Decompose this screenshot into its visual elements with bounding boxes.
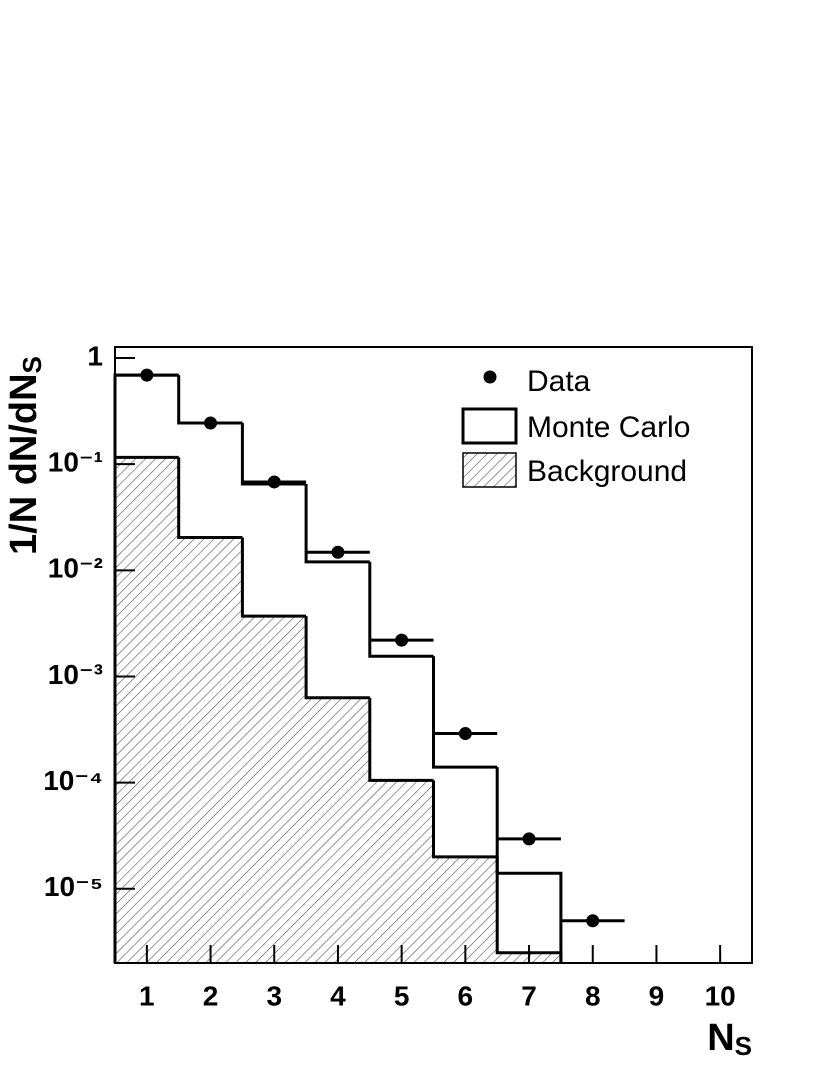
frame: [114, 346, 753, 964]
data-point: [458, 727, 472, 741]
histogram-step: [432, 656, 498, 769]
histogram-bin-fill: [115, 457, 179, 963]
histogram-step: [368, 697, 434, 782]
data-point: [586, 914, 600, 928]
x-tick-label: 6: [458, 980, 474, 1011]
legend-label: Background: [527, 455, 687, 488]
histogram-step: [177, 457, 243, 539]
x-tick-label: 2: [203, 980, 219, 1011]
x-axis-title: NS: [707, 1017, 752, 1061]
y-tick-label: 10⁻⁵: [44, 871, 103, 902]
data-point: [395, 633, 409, 647]
histogram-step: [240, 423, 307, 486]
histogram-bin-fill: [369, 780, 434, 963]
plot-area: [113, 368, 625, 963]
legend-marker: [461, 407, 518, 445]
x-tick-label: 5: [394, 980, 410, 1011]
y-tick-label: 10⁻⁴: [43, 765, 103, 796]
histogram-bin-fill: [242, 616, 307, 963]
histogram-step: [495, 767, 563, 963]
legend-label: Data: [527, 365, 591, 398]
histogram-step: [304, 616, 370, 700]
y-axis-title: 1/N dN/dNS: [3, 356, 47, 555]
x-tick-label: 8: [585, 980, 601, 1011]
data-point: [522, 832, 536, 846]
legend-marker: [483, 370, 497, 384]
data-point: [140, 368, 154, 382]
histogram-step: [177, 375, 243, 425]
legend-marker: [462, 452, 517, 488]
data-point: [204, 416, 218, 430]
histogram-step: [368, 561, 434, 658]
histogram-step: [432, 780, 498, 859]
x-tick-label: 7: [521, 980, 537, 1011]
histogram-step: [304, 484, 370, 564]
histogram-bin-fill: [306, 697, 370, 963]
x-tick-label: 4: [330, 980, 346, 1011]
x-tick-label: 9: [649, 980, 665, 1011]
histogram-step: [240, 537, 307, 618]
legend-label: Monte Carlo: [527, 411, 690, 444]
histogram-bin-fill: [178, 537, 243, 963]
data-point: [331, 545, 345, 559]
x-tick-label: 1: [139, 980, 155, 1011]
x-tick-label: 3: [266, 980, 282, 1011]
y-tick-label: 1: [87, 340, 103, 371]
data-point: [267, 475, 281, 489]
y-tick-label: 10⁻³: [48, 659, 103, 690]
y-tick-label: 10⁻¹: [48, 447, 103, 478]
y-tick-label: 10⁻²: [48, 553, 103, 584]
x-tick-label: 10: [705, 980, 736, 1011]
